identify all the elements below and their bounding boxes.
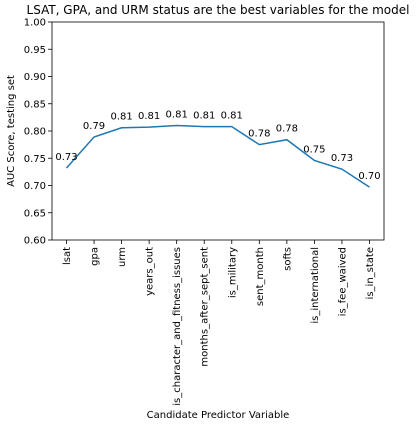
data-label: 0.79 [83,121,105,132]
series-line-auc [65,124,370,188]
x-tick-label: is_international [310,247,321,324]
data-label: 0.75 [303,144,325,155]
y-tick-label: 0.85 [24,99,46,110]
data-label: 0.73 [331,153,353,164]
x-tick-label: urm [117,247,128,267]
chart-title: LSAT, GPA, and URM status are the best v… [27,3,410,17]
y-axis-title: AUC Score, testing set [6,75,17,187]
x-tick-label: is_military [227,247,238,298]
data-label: 0.73 [55,152,77,163]
y-tick-label: 0.80 [24,127,46,138]
x-tick-label: years_out [145,247,156,296]
x-axis: lsat gpa urm years_out is_character_and_fitn… [62,240,376,406]
x-tick-label: is_in_state [365,247,376,299]
x-tick-label: gpa [90,247,101,266]
x-axis-title: Candidate Predictor Variable [147,410,290,421]
y-tick-label: 1.00 [24,18,46,29]
y-tick-label: 0.65 [24,208,46,219]
x-tick-label: is_fee_waived [337,247,348,316]
x-tick-label: lsat [62,247,73,265]
data-label: 0.70 [358,171,380,182]
y-tick-label: 0.75 [24,154,46,165]
data-label: 0.78 [276,124,298,135]
x-tick-label: softs [282,247,293,271]
x-tick-label: sent_month [255,247,266,306]
y-axis: 0.60 0.65 0.70 0.75 0.80 0.85 0.90 0.95 1.00 [24,18,52,247]
y-tick-label: 0.90 [24,72,46,83]
x-tick-label: months_after_sept_sent [200,247,211,367]
data-label: 0.81 [221,111,243,122]
x-tick-label: is_character_and_fitness_issues [172,247,183,406]
data-label: 0.81 [138,111,160,122]
data-labels: 0.73 0.79 0.81 0.81 0.81 0.81 0.81 0.78 0.78 0.75… [55,110,380,183]
data-label: 0.81 [110,112,132,123]
y-tick-label: 0.70 [24,181,46,192]
data-label: 0.81 [193,111,215,122]
data-label: 0.81 [166,110,188,121]
y-tick-label: 0.95 [24,45,46,56]
data-label: 0.78 [248,129,270,140]
y-tick-label: 0.60 [24,236,46,247]
